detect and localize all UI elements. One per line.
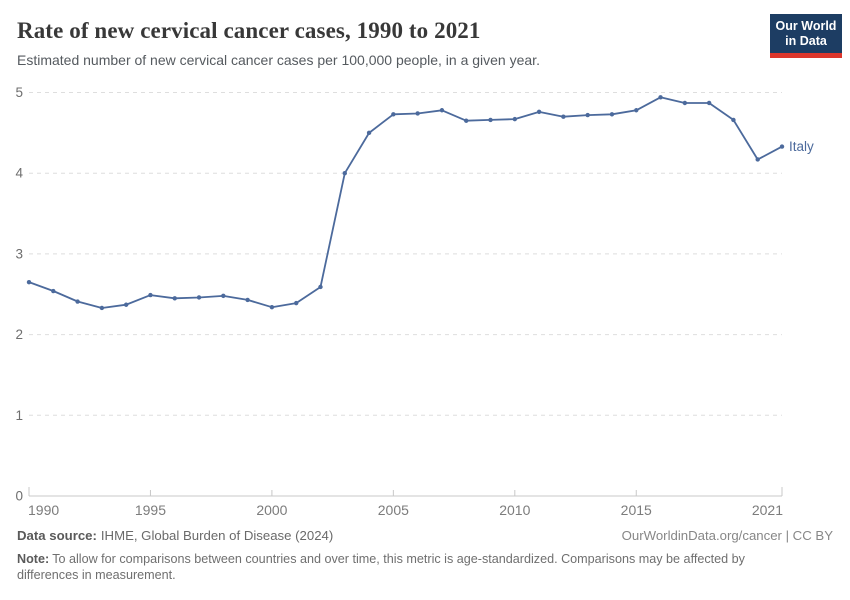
source-row: Data source: IHME, Global Burden of Disea… (17, 528, 833, 543)
owid-logo-line1: Our World (775, 19, 837, 33)
data-point (488, 117, 493, 123)
series-line-italy (28, 96, 783, 309)
title-block: Rate of new cervical cancer cases, 1990 … (17, 18, 540, 68)
owid-logo: Our World in Data (770, 14, 842, 58)
x-tick-label: 1995 (135, 502, 166, 518)
chart-header: Rate of new cervical cancer cases, 1990 … (0, 0, 850, 80)
page-subtitle: Estimated number of new cervical cancer … (17, 52, 540, 69)
note-text: Note: To allow for comparisons between co… (17, 551, 769, 584)
data-point (634, 108, 639, 113)
data-point (731, 117, 736, 123)
data-point (75, 299, 80, 304)
data-source-value: IHME, Global Burden of Disease (2024) (100, 528, 334, 543)
x-tick-label: 2010 (499, 502, 530, 518)
x-tick-label: 2015 (621, 502, 652, 518)
data-source: Data source: IHME, Global Burden of Disea… (17, 528, 333, 543)
y-tick-label: 5 (15, 85, 23, 100)
data-point (439, 108, 445, 113)
x-tick-label: 2000 (256, 502, 287, 518)
data-point (221, 293, 226, 299)
note-label: Note: (17, 552, 50, 566)
x-tick-label: 2005 (378, 502, 409, 518)
line-chart-canvas: 0 1 2 3 4 5 1990 1995 2000 2005 2010 2015 2021 Italy (15, 85, 814, 518)
data-point (318, 284, 323, 290)
data-point (269, 304, 275, 310)
y-tick-label: 4 (15, 166, 23, 181)
data-point (464, 118, 469, 123)
data-point (391, 112, 396, 117)
chart-footer: Data source: IHME, Global Burden of Disea… (0, 528, 850, 584)
data-point (342, 171, 347, 176)
data-point (123, 302, 129, 307)
data-point (658, 95, 663, 100)
data-point (99, 305, 105, 311)
data-point (293, 300, 299, 306)
data-source-label: Data source: (17, 528, 97, 543)
x-tick-label: 1990 (28, 502, 59, 518)
data-point (51, 288, 56, 294)
data-point (755, 157, 760, 162)
data-point (561, 114, 566, 119)
y-tick-label: 2 (15, 327, 23, 342)
line-chart: 0 1 2 3 4 5 1990 1995 2000 2005 2010 2015 2021 Italy (0, 80, 850, 520)
x-tick-label: 2021 (752, 502, 783, 518)
data-point (366, 130, 372, 136)
note-value: To allow for comparisons between countri… (17, 552, 745, 583)
y-tick-label: 3 (15, 246, 23, 261)
data-point (779, 144, 785, 149)
y-tick-label: 1 (15, 408, 23, 423)
data-point (245, 297, 250, 303)
data-point (196, 295, 202, 300)
credit-text: OurWorldinData.org/cancer | CC BY (621, 528, 833, 543)
data-point (148, 292, 153, 298)
owid-logo-line2: in Data (785, 34, 827, 48)
page-title: Rate of new cervical cancer cases, 1990 … (17, 18, 481, 43)
data-point (706, 100, 712, 106)
data-point (415, 111, 420, 116)
data-point (609, 112, 615, 117)
data-point (536, 109, 542, 115)
data-point (585, 112, 590, 118)
entity-label: Italy (789, 139, 814, 154)
data-point (682, 100, 688, 106)
y-tick-label: 0 (15, 489, 23, 504)
data-point (512, 116, 518, 122)
data-point (172, 296, 177, 301)
data-point (26, 279, 32, 285)
